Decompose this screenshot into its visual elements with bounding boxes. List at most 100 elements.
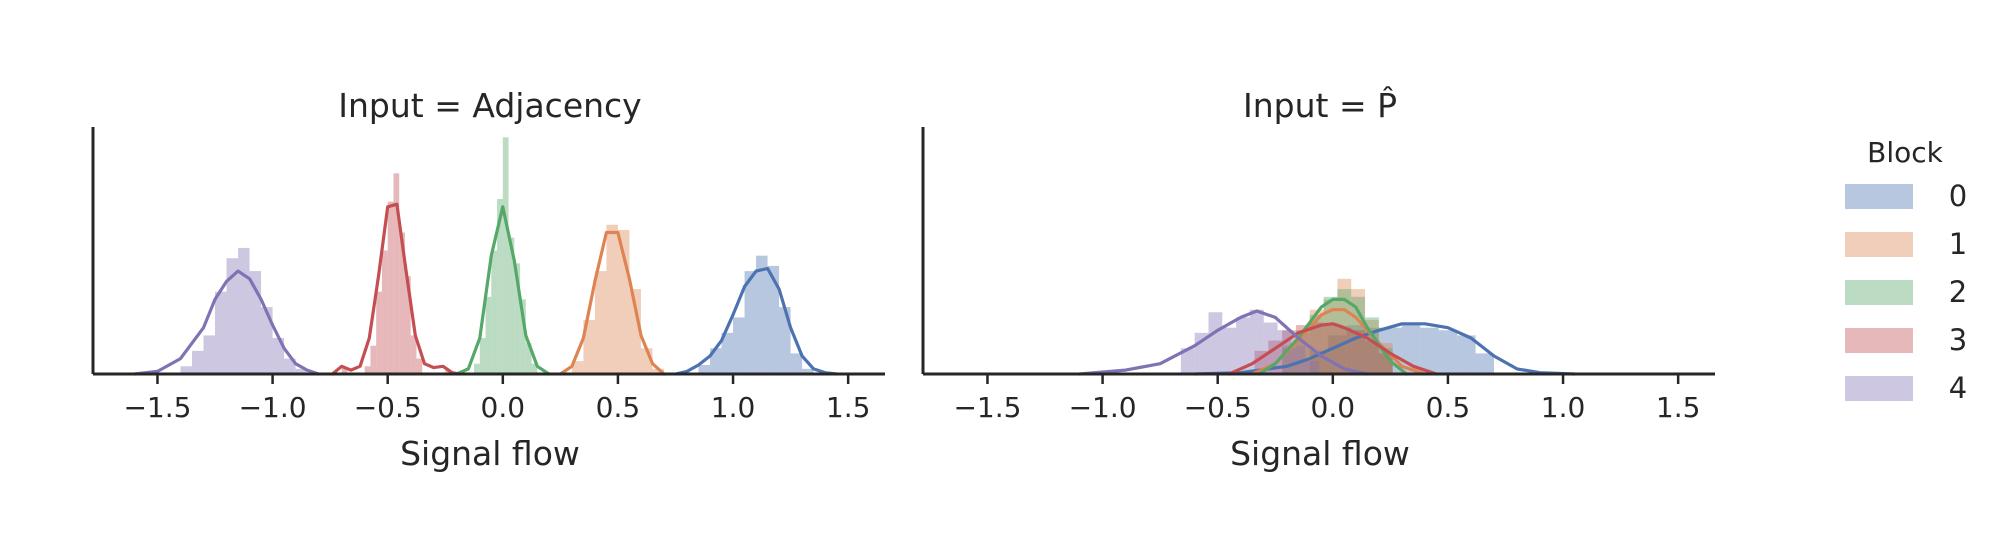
hist-bar-block-4 — [261, 307, 273, 374]
hist-bar-block-3 — [404, 276, 411, 374]
x-tick-label: −1.0 — [239, 391, 307, 424]
hist-bar-block-1 — [1323, 299, 1338, 374]
legend-swatch-block-2 — [1845, 280, 1913, 305]
hist-bar-block-4 — [1291, 345, 1306, 374]
legend-label-block-3: 3 — [1949, 323, 1967, 357]
hist-bar-block-2 — [485, 296, 492, 374]
hist-bar-block-1 — [606, 224, 618, 374]
panel-p-hat: Input = P̂ −1.5 −1.0 −0.5 0.0 0.5 1.0 1.5 Sign… — [921, 85, 1715, 473]
x-axis-label: Signal flow — [400, 434, 580, 473]
hist-bar-block-2 — [502, 137, 509, 374]
hist-bar-block-2 — [1309, 314, 1324, 374]
hist-bar-block-2 — [520, 299, 526, 374]
kde-line-block-4 — [132, 269, 321, 376]
hist-bar-block-4 — [272, 337, 285, 374]
legend-swatch-block-4 — [1845, 376, 1913, 401]
hist-bar-block-0 — [733, 317, 745, 374]
hist-bar-block-2 — [497, 199, 503, 374]
legend-swatch-block-3 — [1845, 328, 1913, 353]
kde-curves — [132, 202, 839, 376]
hist-bar-block-4 — [1222, 327, 1237, 374]
hist-bar-block-0 — [1420, 327, 1439, 374]
kde-line-block-3 — [1227, 322, 1439, 376]
hist-bar-block-4 — [1180, 348, 1195, 374]
hist-bar-block-3 — [387, 201, 394, 374]
hist-bar-block-2 — [531, 363, 538, 374]
x-tick-label: 1.0 — [1541, 391, 1586, 424]
hist-bar-block-0 — [779, 307, 791, 374]
kde-line-block-0 — [1193, 322, 1577, 376]
hist-bar-block-4 — [1208, 312, 1223, 374]
hist-bar-block-3 — [370, 345, 377, 374]
hist-bar-block-3 — [410, 335, 417, 374]
hist-bar-block-4 — [203, 335, 216, 374]
hist-bar-block-0 — [790, 353, 803, 374]
hist-bar-block-2 — [525, 343, 532, 374]
hist-bar-block-3 — [399, 232, 405, 374]
x-tick-label: 1.0 — [711, 391, 756, 424]
x-tick-label: −1.5 — [953, 391, 1021, 424]
x-tick-label: −0.5 — [1184, 391, 1252, 424]
hist-bar-block-2 — [508, 237, 515, 374]
legend: Block 0 1 2 3 4 — [1845, 136, 1967, 405]
hist-bar-block-1 — [617, 229, 630, 374]
hist-bar-block-3 — [445, 370, 452, 374]
hist-bar-block-0 — [710, 348, 722, 374]
legend-label-block-1: 1 — [1949, 227, 1967, 261]
hist-bar-block-0 — [767, 265, 780, 374]
x-tick-label: −1.0 — [1069, 391, 1137, 424]
hist-bar-block-3 — [341, 367, 348, 374]
hist-bar-block-0 — [721, 332, 734, 374]
histogram-bars — [180, 137, 814, 374]
x-tick-label: 1.5 — [826, 391, 871, 424]
hist-bar-block-3 — [393, 173, 400, 374]
hist-bar-block-4 — [180, 366, 192, 374]
hist-bar-block-3 — [1351, 330, 1366, 374]
kde-line-block-1 — [558, 230, 666, 376]
hist-bar-block-0 — [1438, 330, 1458, 374]
hist-bar-block-4 — [215, 291, 227, 374]
x-tick-label: 0.5 — [596, 391, 641, 424]
hist-bar-block-4 — [284, 358, 296, 374]
x-ticks: −1.5 −1.0 −0.5 0.0 0.5 1.0 1.5 — [123, 374, 870, 424]
kde-line-block-3 — [330, 202, 461, 376]
hist-bar-block-2 — [491, 250, 498, 374]
x-tick-label: −0.5 — [354, 391, 422, 424]
hist-bar-block-4 — [249, 271, 262, 374]
hist-bar-block-1 — [583, 319, 595, 374]
hist-bar-block-4 — [1236, 317, 1250, 374]
hist-bar-block-0 — [1457, 335, 1476, 374]
kde-line-block-2 — [455, 205, 551, 376]
x-tick-label: −1.5 — [123, 391, 191, 424]
legend-label-block-0: 0 — [1949, 179, 1967, 213]
hist-bar-block-0 — [802, 368, 814, 374]
hist-bar-block-4 — [1263, 322, 1278, 374]
hist-bar-block-1 — [571, 361, 584, 374]
hist-bar-block-3 — [364, 366, 371, 374]
hist-bar-block-0 — [744, 271, 757, 374]
hist-bar-block-0 — [1475, 353, 1494, 374]
hist-bar-block-1 — [594, 271, 607, 374]
x-tick-label: 0.0 — [1311, 391, 1356, 424]
x-axis-label: Signal flow — [1230, 434, 1410, 473]
hist-bar-block-3 — [1365, 340, 1379, 374]
legend-title: Block — [1867, 136, 1944, 169]
hist-bar-block-1 — [640, 348, 653, 374]
hist-bar-block-3 — [381, 250, 388, 374]
hist-bar-block-4 — [238, 247, 250, 374]
hist-bar-block-2 — [474, 363, 480, 374]
hist-bar-block-2 — [1323, 296, 1338, 374]
hist-bar-block-4 — [295, 368, 308, 374]
legend-label-block-2: 2 — [1949, 275, 1967, 309]
kde-line-block-4 — [1077, 309, 1369, 376]
hist-bar-block-4 — [1305, 361, 1319, 374]
hist-bar-block-3 — [416, 358, 423, 374]
hist-bar-block-3 — [1337, 327, 1352, 374]
hist-bar-block-0 — [698, 364, 711, 374]
x-tick-label: 1.5 — [1656, 391, 1701, 424]
hist-bar-block-1 — [652, 368, 664, 374]
hist-bar-block-2 — [479, 337, 486, 374]
legend-label-block-4: 4 — [1949, 371, 1967, 405]
panel-title: Input = P̂ — [1243, 85, 1397, 125]
